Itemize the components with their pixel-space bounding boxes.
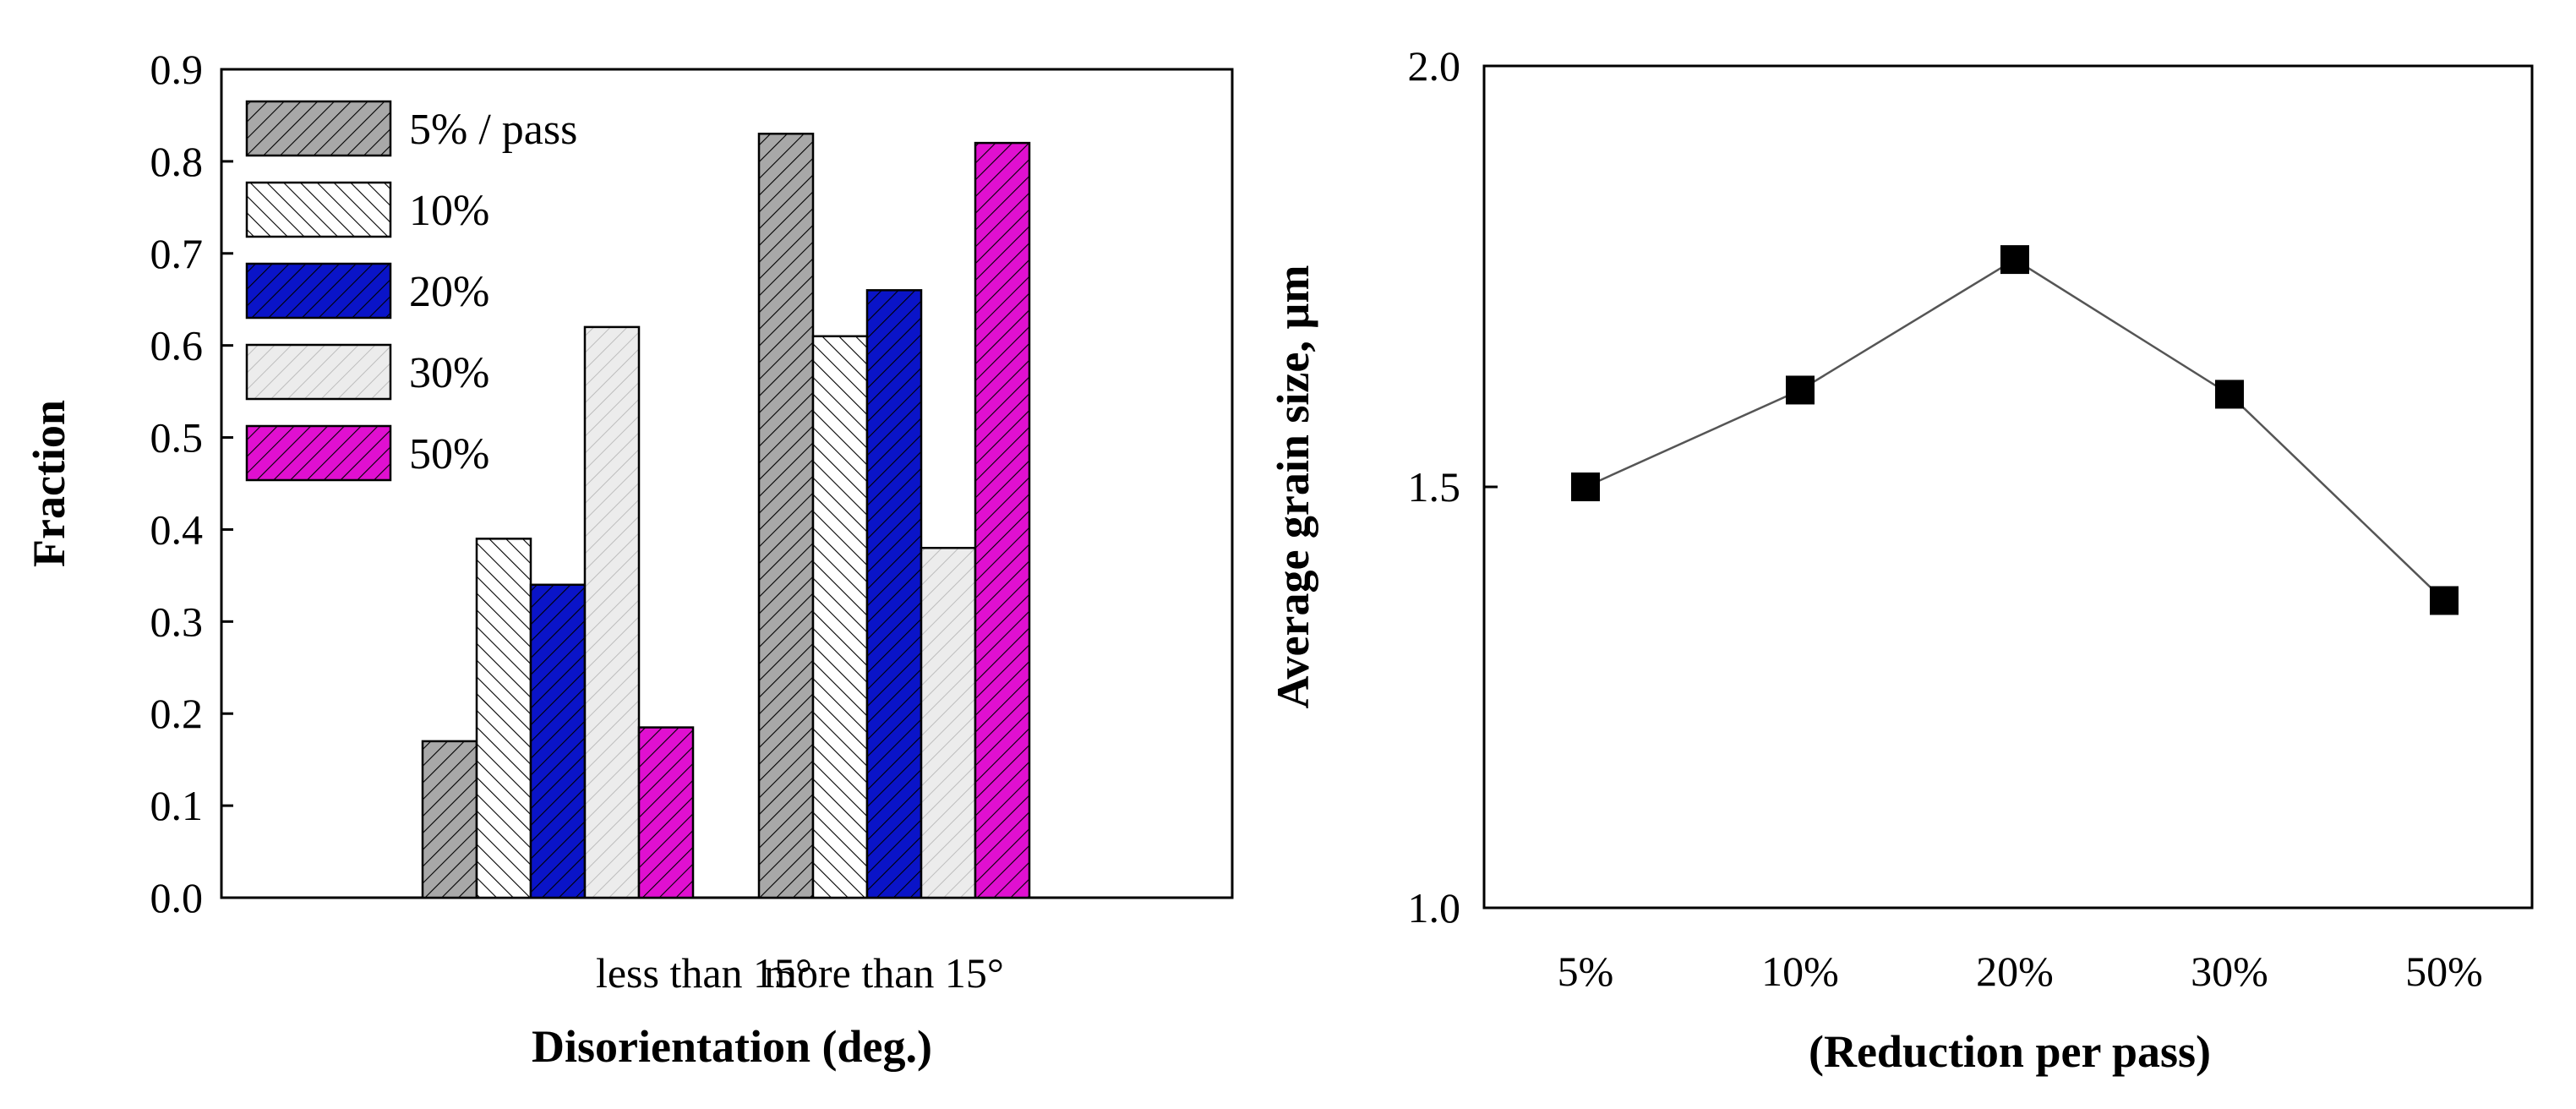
y-tick-label: 0.3: [150, 598, 204, 645]
data-point-5: [1571, 473, 1600, 501]
legend-label: 10%: [409, 187, 489, 235]
bar-30-less-than-15: [583, 325, 641, 899]
bar-10-more-than-15: [811, 335, 869, 899]
y-tick-label: 1.5: [1408, 463, 1461, 511]
x-tick-label-less-than-15: less than 15°: [596, 949, 812, 997]
y-tick-label: 0.2: [150, 690, 204, 737]
series-line: [1585, 258, 2445, 602]
legend-label: 30%: [409, 349, 489, 397]
y-axis-ticks: 0.0 0.1 0.2 0.3 0.4 0.5 0.6 0.7 0.8 0.9: [150, 46, 896, 921]
y-tick-label: 0.8: [150, 138, 204, 185]
x-tick-label-30: 30%: [2191, 948, 2268, 995]
line-chart: 1.0 1.5 2.0 5% 10% 20% 30% 50% (Reduction per …: [1268, 42, 2534, 1077]
y-tick-label: 2.0: [1408, 42, 1461, 90]
line-plot-frame: [1482, 64, 2534, 910]
bar-hatch: [637, 726, 695, 899]
data-point-50: [2430, 586, 2459, 615]
bar-hatch: [811, 335, 869, 899]
legend-item-10: 10%: [245, 181, 489, 238]
x-tick-label-5: 5%: [1558, 948, 1614, 995]
legend-swatch: [245, 181, 392, 238]
bar-hatch: [757, 132, 815, 899]
legend: 5% / pass 10% 20% 30% 50%: [245, 100, 577, 482]
bar-hatch: [974, 141, 1031, 899]
y-tick-label: 1.0: [1408, 884, 1461, 931]
x-tick-label-50: 50%: [2405, 948, 2483, 995]
y-tick-label: 0.0: [150, 874, 204, 921]
bar-10-less-than-15: [475, 538, 532, 899]
legend-swatch: [245, 343, 392, 401]
y-tick-label: 0.1: [150, 782, 204, 829]
bar-5-pass-less-than-15: [421, 740, 478, 899]
bar-hatch: [920, 546, 977, 899]
bar-hatch: [421, 740, 478, 899]
y-axis-ticks: 1.0 1.5 2.0: [1408, 42, 1498, 931]
bar-hatch: [529, 583, 587, 899]
bar-hatch: [865, 289, 923, 899]
legend-swatch: [245, 262, 392, 320]
x-tick-label-more-than-15: more than 15°: [764, 949, 1004, 997]
bar-hatch: [583, 325, 641, 899]
bar-chart: 0.0 0.1 0.2 0.3 0.4 0.5 0.6 0.7 0.8 0.9 5% / pass…: [24, 46, 1234, 1072]
legend-item-30: 30%: [245, 343, 489, 401]
x-tick-label-20: 20%: [1976, 948, 2054, 995]
x-axis-title: (Reduction per pass): [1809, 1026, 2211, 1077]
y-tick-label: 0.6: [150, 322, 204, 369]
x-axis-title: Disorientation (deg.): [532, 1021, 932, 1072]
y-tick-label: 0.7: [150, 230, 204, 277]
y-axis-title: Fraction: [24, 400, 74, 567]
bar-20-more-than-15: [865, 289, 923, 899]
line-series: [1571, 245, 2459, 615]
y-tick-label: 0.9: [150, 46, 204, 93]
bar-50-less-than-15: [637, 726, 695, 899]
bar-series-group: [421, 132, 1031, 899]
bar-plot-frame: [220, 68, 1234, 899]
bar-50-more-than-15: [974, 141, 1031, 899]
bar-hatch: [475, 538, 532, 899]
x-axis-ticks: 5% 10% 20% 30% 50%: [1558, 948, 2483, 995]
legend-swatch: [245, 100, 392, 157]
legend-label: 50%: [409, 430, 489, 478]
x-tick-label-10: 10%: [1761, 948, 1839, 995]
bar-5-pass-more-than-15: [757, 132, 815, 899]
y-tick-label: 0.5: [150, 414, 204, 462]
legend-label: 5% / pass: [409, 106, 577, 154]
bar-30-more-than-15: [920, 546, 977, 899]
data-point-10: [1786, 375, 1815, 405]
bar-20-less-than-15: [529, 583, 587, 899]
y-tick-label: 0.4: [150, 505, 204, 553]
legend-label: 20%: [409, 268, 489, 316]
y-axis-title: Average grain size, µm: [1268, 265, 1318, 709]
legend-item-50: 50%: [245, 424, 489, 482]
data-point-20: [2000, 245, 2029, 275]
legend-item-5-pass: 5% / pass: [245, 100, 577, 157]
legend-item-20: 20%: [245, 262, 489, 320]
data-point-30: [2215, 380, 2244, 409]
legend-swatch: [245, 424, 392, 482]
